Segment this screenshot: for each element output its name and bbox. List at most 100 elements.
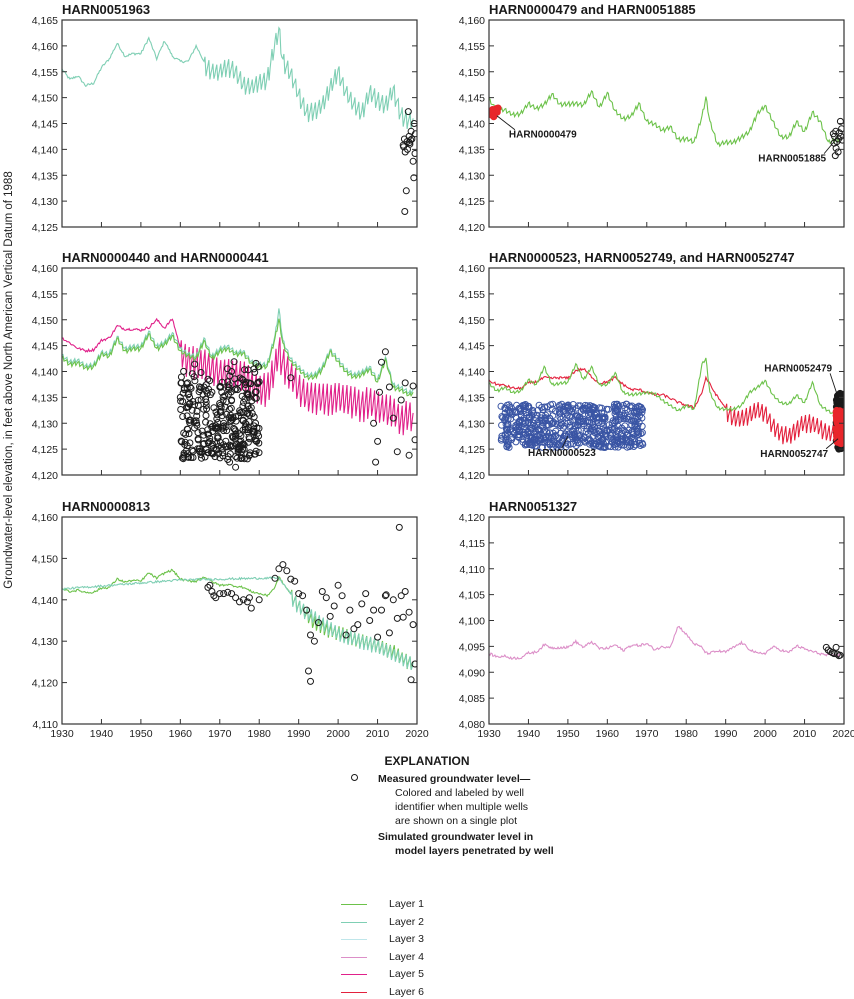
y-tick-label: 4,150 (459, 315, 485, 327)
measured-point (411, 660, 417, 668)
measured-point (405, 451, 413, 459)
measured-point (299, 592, 307, 600)
panel-title: HARN0051963 (62, 2, 150, 17)
measured-point (614, 400, 621, 408)
measured-point (503, 426, 511, 434)
measured-point (179, 413, 187, 420)
panel-title: HARN0000440 and HARN0000441 (62, 250, 269, 265)
measured-point (227, 404, 235, 412)
measured-point (330, 602, 338, 610)
measured-point (534, 418, 542, 426)
measured-point (524, 427, 532, 435)
y-tick-label: 4,145 (459, 341, 485, 353)
measured-point (503, 401, 511, 409)
x-tick-label: 1980 (248, 728, 272, 740)
measured-point (581, 401, 589, 409)
measured-point (232, 427, 239, 435)
measured-point (241, 366, 249, 374)
panel-title: HARN0051327 (489, 499, 577, 514)
measured-point (600, 443, 608, 451)
measured-point (318, 588, 326, 595)
measured-point (204, 426, 212, 434)
measured-point (637, 430, 645, 438)
measured-point (534, 426, 542, 433)
measured-point (520, 414, 528, 422)
measured-point (245, 594, 253, 602)
legend-label-layer-2: Layer 2 (389, 915, 425, 928)
measured-point (401, 588, 409, 595)
measured-point (526, 441, 534, 449)
measured-point (601, 426, 609, 434)
measured-point (234, 446, 242, 454)
plot-area (62, 26, 417, 215)
measured-point (603, 426, 611, 434)
measured-point (508, 434, 515, 442)
measured-point (625, 426, 633, 434)
measured-point (589, 403, 597, 410)
measured-point (497, 402, 505, 410)
y-tick-label: 4,145 (32, 341, 58, 353)
measured-point (247, 604, 255, 612)
measured-point (378, 358, 385, 366)
measured-point (187, 384, 195, 392)
measured-points (399, 108, 417, 215)
measured-point (251, 450, 259, 458)
measured-point (342, 631, 350, 639)
measured-point (202, 402, 210, 409)
x-tick-label: 1960 (169, 728, 193, 740)
y-tick-label: 4,150 (32, 553, 58, 565)
x-tick-label: 1960 (596, 728, 620, 740)
y-axis-label: Groundwater-level elevation, in feet abo… (3, 171, 15, 588)
measured-points (822, 643, 844, 660)
measured-point (395, 523, 403, 531)
y-tick-label: 4,130 (32, 196, 58, 208)
measured-point (196, 383, 203, 391)
measured-point (218, 412, 226, 420)
measured-point (183, 403, 191, 411)
y-tick-label: 4,150 (459, 67, 485, 79)
measured-point (199, 391, 207, 398)
measured-point (378, 606, 385, 614)
measured-point (399, 613, 407, 621)
measured-point (305, 667, 312, 675)
measured-point (239, 596, 247, 604)
measured-point (310, 637, 318, 645)
measured-point (362, 590, 370, 598)
measured-point (574, 417, 582, 424)
measured-point (239, 426, 247, 434)
measured-point (612, 417, 620, 425)
measured-point (199, 440, 207, 448)
y-tick-label: 4,160 (32, 41, 58, 53)
annotation-leader (825, 438, 839, 450)
annotation-label: HARN0052747 (760, 449, 828, 460)
measured-point (350, 625, 358, 633)
measured-point (275, 565, 283, 573)
measured-point (287, 575, 295, 583)
measured-point (631, 438, 639, 446)
measured-point (219, 452, 227, 460)
measured-point (200, 440, 208, 447)
measured-point (307, 631, 314, 639)
measured-point (839, 429, 844, 437)
measured-point (234, 448, 242, 456)
measured-point (584, 436, 592, 444)
measured-point (561, 402, 569, 410)
y-tick-label: 4,135 (459, 144, 485, 156)
x-tick-label: 1970 (208, 728, 232, 740)
measured-point (224, 453, 232, 461)
measured-point (572, 442, 580, 450)
measured-point (177, 406, 185, 413)
measured-point (209, 422, 217, 430)
measured-point (525, 413, 533, 421)
plot-frame (61, 19, 418, 228)
measured-point (197, 384, 205, 392)
annotation-label: HARN0000479 (509, 130, 577, 141)
measured-point (191, 401, 198, 409)
measured-point (226, 372, 234, 380)
measured-point (409, 157, 417, 165)
measured-marker-icon (351, 774, 358, 781)
y-tick-label: 4,150 (32, 315, 58, 327)
measured-point (224, 588, 232, 596)
measured-point (557, 415, 565, 423)
y-tick-label: 4,140 (32, 144, 58, 156)
